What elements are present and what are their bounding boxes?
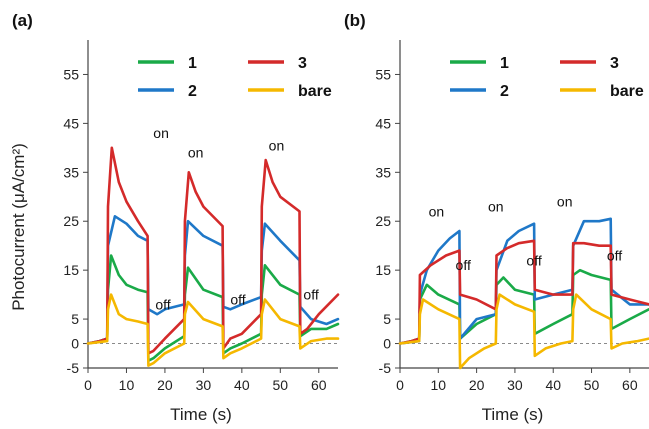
series-line-1: [86, 254, 340, 363]
x-tick-label: 30: [196, 377, 212, 393]
annotation-on: on: [153, 125, 169, 141]
x-tick-label: 50: [584, 377, 600, 393]
y-tick-label: 15: [375, 262, 391, 278]
y-tick-label: 5: [383, 311, 391, 327]
annotation-off: off: [607, 247, 622, 263]
x-tick-label: 20: [157, 377, 173, 393]
y-tick-label: 0: [383, 336, 391, 352]
annotation-on: on: [488, 198, 504, 214]
x-tick-label: 0: [396, 377, 404, 393]
y-tick-label: 15: [63, 262, 79, 278]
y-tick-label: -5: [67, 360, 80, 376]
panel-label: (a): [12, 11, 33, 30]
legend-label-3: 3: [298, 55, 307, 72]
x-tick-label: 20: [469, 377, 485, 393]
y-axis-title: Photocurrent (μA/cm²): [9, 143, 28, 311]
annotation-on: on: [557, 194, 573, 210]
y-tick-label: 55: [63, 66, 79, 82]
y-tick-label: 25: [375, 213, 391, 229]
x-tick-label: 50: [273, 377, 289, 393]
annotation-off: off: [230, 291, 245, 307]
annotation-off: off: [526, 252, 541, 268]
y-tick-label: 25: [63, 213, 79, 229]
legend-label-2: 2: [500, 83, 509, 100]
annotation-on: on: [188, 145, 204, 161]
legend-label-bare: bare: [610, 83, 644, 100]
y-tick-label: 35: [375, 164, 391, 180]
x-axis-title: Time (s): [482, 405, 544, 424]
panel-label: (b): [344, 11, 366, 30]
legend-label-1: 1: [188, 55, 197, 72]
x-tick-label: 10: [431, 377, 447, 393]
y-tick-label: 35: [63, 164, 79, 180]
x-tick-label: 60: [311, 377, 327, 393]
annotation-off: off: [155, 296, 170, 312]
x-tick-label: 60: [622, 377, 638, 393]
legend-label-3: 3: [610, 55, 619, 72]
series-line-3: [398, 239, 649, 345]
y-tick-label: 45: [63, 115, 79, 131]
y-tick-label: 5: [71, 311, 79, 327]
legend-label-1: 1: [500, 55, 509, 72]
x-tick-label: 40: [545, 377, 561, 393]
series-line-3: [86, 146, 340, 355]
series-line-bare: [86, 293, 340, 367]
x-tick-label: 0: [84, 377, 92, 393]
annotation-on: on: [429, 203, 445, 219]
y-tick-label: -5: [379, 360, 392, 376]
legend-label-bare: bare: [298, 83, 332, 100]
y-tick-label: 0: [71, 336, 79, 352]
x-tick-label: 30: [507, 377, 523, 393]
x-axis-title: Time (s): [170, 405, 232, 424]
series-line-bare: [398, 293, 649, 370]
y-tick-label: 55: [375, 66, 391, 82]
annotation-off: off: [456, 257, 471, 273]
x-tick-label: 40: [234, 377, 250, 393]
annotation-off: off: [303, 287, 318, 303]
series-line-2: [86, 215, 340, 345]
annotation-on: on: [269, 137, 285, 153]
x-tick-label: 10: [119, 377, 135, 393]
y-tick-label: 45: [375, 115, 391, 131]
series-line-1: [398, 268, 649, 345]
legend-label-2: 2: [188, 83, 197, 100]
